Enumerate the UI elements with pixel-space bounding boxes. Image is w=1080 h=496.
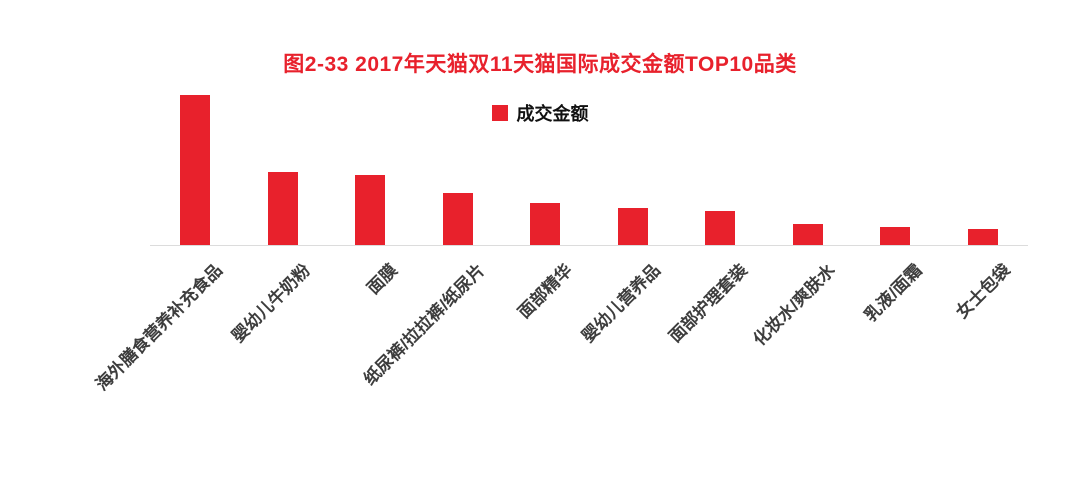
bar [617,207,648,245]
bar [705,210,735,245]
bar [180,95,210,245]
category-label: 婴幼儿营养品 [577,260,664,347]
category-label: 面部精华 [514,260,576,323]
category-label: 海外膳食营养补充食品 [92,260,226,395]
category-label: 化妆水/爽肤水 [749,260,839,350]
category-label: 乳液/面霜 [861,260,926,326]
bar [880,227,910,245]
legend-label: 成交金额 [516,104,589,124]
bar [267,171,298,245]
category-label: 面膜 [363,260,401,299]
bar [442,192,473,245]
bar [792,224,823,245]
legend: 成交金额 [0,100,1080,126]
category-label: 面部护理套装 [665,260,751,347]
legend-swatch [491,105,508,121]
x-axis-line [150,245,1028,246]
bar [355,174,385,245]
bar [530,203,560,245]
category-label: 婴幼儿牛奶粉 [227,260,314,347]
bar [967,228,998,245]
category-label: 女士包袋 [951,260,1014,323]
chart-title: 图2-33 2017年天猫双11天猫国际成交金额TOP10品类 [283,53,797,76]
